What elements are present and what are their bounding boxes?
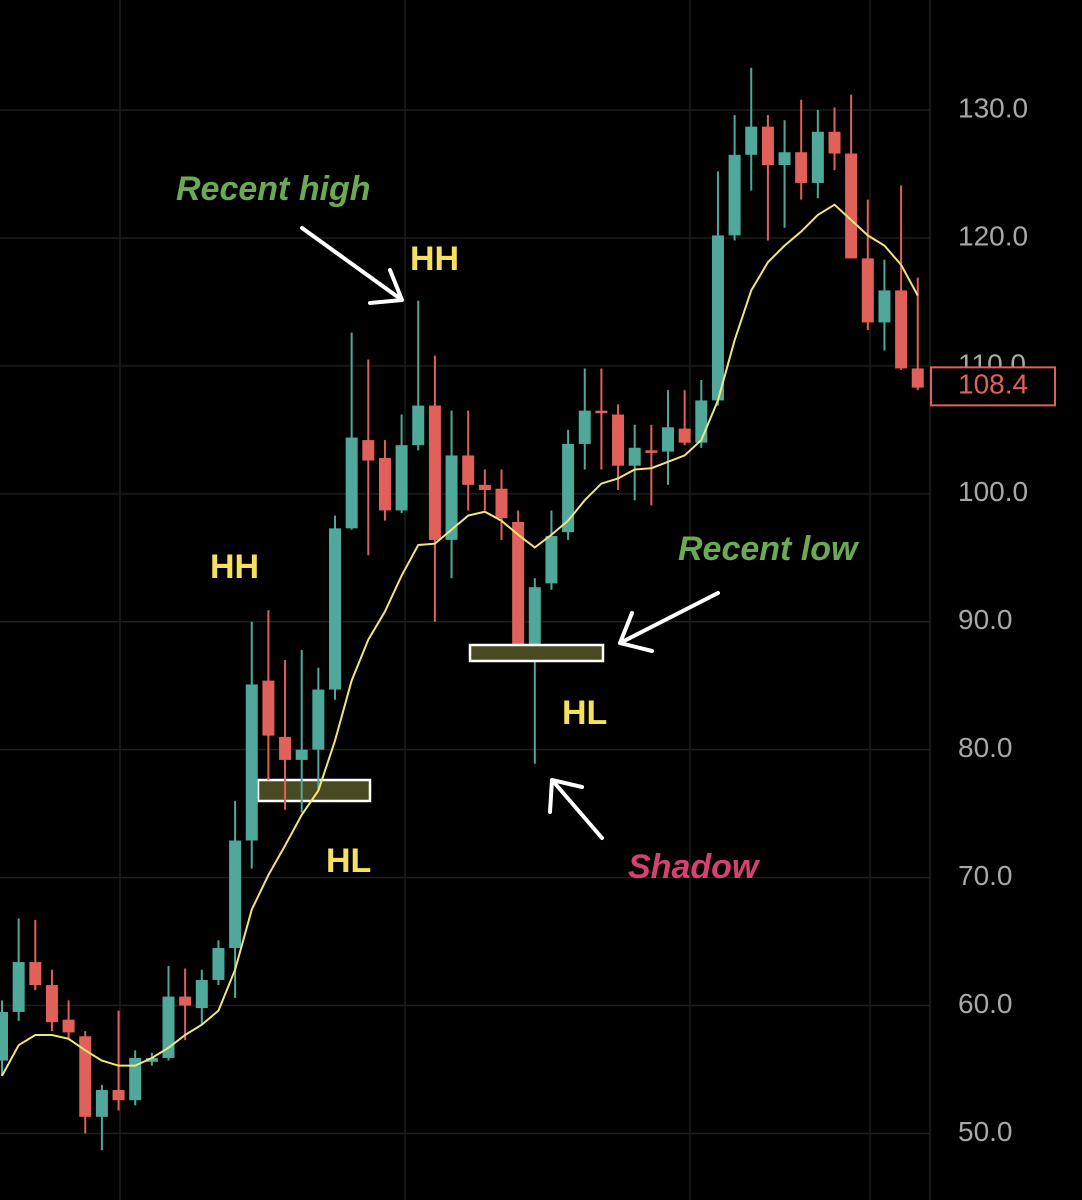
y-tick-label: 60.0 (958, 988, 1013, 1019)
candle-body (695, 400, 708, 443)
candle-body (345, 437, 358, 529)
moving-average (1, 203, 919, 1077)
annotation: Recent low (678, 530, 860, 568)
candle-body (262, 680, 275, 736)
candle-body (95, 1089, 108, 1117)
annotation: HH (410, 240, 459, 278)
candle-body (462, 455, 475, 485)
y-tick-label: 70.0 (958, 860, 1013, 891)
candles (0, 67, 924, 1151)
candle-body (811, 131, 824, 183)
candle-body (112, 1089, 125, 1101)
candle-body (0, 1011, 8, 1061)
last-price-label: 108.4 (958, 369, 1028, 400)
candle-body (895, 290, 908, 369)
last-price-box (930, 366, 1056, 407)
candle-body (745, 126, 758, 155)
y-tick-label: 130.0 (958, 92, 1028, 123)
arrow (618, 591, 720, 653)
candle-body (645, 450, 658, 453)
vertical-grid (119, 0, 871, 1200)
y-tick-label: 80.0 (958, 732, 1013, 763)
candle-body (911, 368, 924, 388)
candle-body (778, 152, 791, 166)
arrow (548, 778, 604, 840)
y-axis: 50.060.070.080.090.0100.0110.0120.0130.0… (930, 92, 1056, 1147)
candle-body (861, 258, 874, 323)
candle-body (662, 427, 674, 452)
candle-body (761, 126, 774, 166)
candle-body (528, 587, 541, 653)
candle-body (279, 736, 292, 760)
candle-body (578, 410, 591, 444)
candle-body (12, 962, 25, 1012)
candle-body (195, 979, 208, 1009)
candle-body (595, 410, 608, 414)
candle-body (295, 749, 308, 760)
candle-body (478, 484, 491, 490)
candle-body (378, 457, 391, 511)
candle-body (179, 996, 192, 1006)
candle-body (845, 153, 858, 259)
candle-body (545, 536, 558, 584)
annotation: HH (210, 548, 259, 586)
annotation: Recent high (176, 170, 371, 208)
candle-body (445, 455, 458, 540)
overlay (468, 643, 605, 663)
arrows (300, 226, 720, 840)
candle-body (628, 447, 641, 466)
candle-body (512, 521, 525, 653)
candle-body (878, 290, 891, 323)
candle-body (711, 235, 724, 401)
candle-body (145, 1057, 158, 1062)
annotation: HL (326, 842, 371, 880)
candle-body (245, 684, 258, 841)
annotation: HL (562, 694, 607, 732)
annotations: Recent high HH HH HL Recent low HL Shadow (176, 170, 860, 886)
candle-body (62, 1019, 75, 1033)
candle-body (45, 985, 58, 1023)
candle-body (495, 488, 508, 519)
candle-body (795, 152, 808, 183)
candle-body (362, 440, 375, 461)
y-tick-label: 100.0 (958, 476, 1028, 507)
candle-body (562, 443, 575, 533)
candle-body (678, 428, 691, 443)
arrow (300, 226, 404, 305)
candle-body (129, 1057, 142, 1101)
support-zone (468, 643, 605, 663)
candle-body (229, 840, 242, 948)
candle-body (828, 131, 841, 154)
candle-body (329, 528, 341, 690)
candle-body (728, 154, 741, 236)
candle-body (162, 996, 175, 1058)
candle-body (428, 405, 441, 540)
y-tick-label: 120.0 (958, 220, 1028, 251)
candle-body (312, 689, 325, 750)
y-tick-label: 50.0 (958, 1116, 1013, 1147)
y-tick-label: 90.0 (958, 604, 1013, 635)
grid (0, 0, 931, 1200)
candle-body (212, 947, 225, 980)
candle-body (395, 445, 408, 511)
candle-body (612, 414, 625, 466)
annotation: Shadow (628, 848, 761, 886)
candle-body (79, 1036, 92, 1117)
candle-body (412, 405, 425, 446)
candle-body (29, 962, 42, 986)
